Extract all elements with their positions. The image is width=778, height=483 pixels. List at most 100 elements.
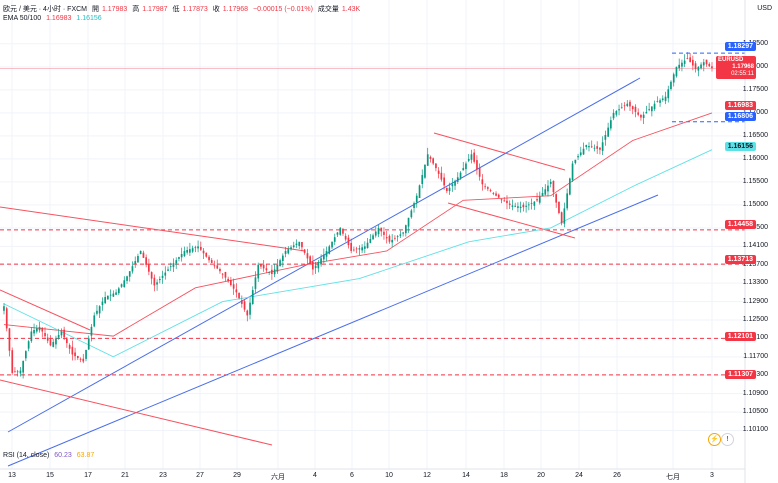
x-tick-label: 18 <box>500 472 508 479</box>
candle-body <box>150 272 153 279</box>
candle-body <box>653 103 656 110</box>
open-value: 1.17983 <box>101 6 128 13</box>
y-tick-label: 1.11700 <box>743 352 768 360</box>
candle-body <box>610 120 612 129</box>
trend-line <box>0 206 306 252</box>
lightning-icon[interactable]: ⚡ <box>708 433 721 446</box>
candle-body <box>276 264 279 272</box>
candle-body <box>590 146 593 148</box>
candle-body <box>555 194 557 203</box>
candle-body <box>686 58 689 59</box>
candle-body <box>63 329 65 338</box>
candle-body <box>85 349 87 359</box>
candle-body <box>197 246 199 249</box>
candle-body <box>339 227 342 235</box>
ema50-value: 1.16983 <box>46 15 72 22</box>
candle-body <box>186 250 188 253</box>
candle-body <box>66 338 68 344</box>
candle-body <box>579 152 582 156</box>
x-tick-label: 3 <box>710 472 714 479</box>
candle-body <box>82 358 85 362</box>
candle-body <box>569 178 571 195</box>
candle-body <box>528 204 530 206</box>
candle-body <box>249 302 251 315</box>
candle-body <box>651 106 653 112</box>
ohlc-header: 欧元 / 美元 · 4小时 · FXCM 開 1.17983 高 1.17987 低… <box>3 4 363 14</box>
candle-body <box>137 256 139 263</box>
candle-body <box>344 235 347 240</box>
candle-body <box>645 111 648 114</box>
candle-body <box>495 193 497 196</box>
candle-body <box>689 57 691 63</box>
candle-body <box>331 241 333 248</box>
candle-body <box>320 258 322 265</box>
x-tick-label: 七月 <box>666 474 680 481</box>
candle-body <box>183 251 186 256</box>
candle-body <box>538 196 541 203</box>
candle-body <box>167 269 169 271</box>
candle-body <box>202 250 205 254</box>
candle-body <box>599 147 601 150</box>
candle-body <box>402 232 404 234</box>
candle-body <box>446 188 448 192</box>
trend-drawings <box>0 77 659 467</box>
candle-body <box>55 338 57 345</box>
candle-body <box>292 245 295 248</box>
candle-body <box>60 331 63 336</box>
trend-line <box>0 379 273 446</box>
candle-body <box>467 158 470 161</box>
candle-body <box>5 308 8 329</box>
candle-body <box>648 109 650 111</box>
candle-body <box>159 279 161 281</box>
candle-body <box>560 212 563 224</box>
candle-body <box>593 147 596 149</box>
candle-body <box>421 175 424 184</box>
time-axis[interactable]: 13 15 17 21 23 27 29 六月 4 6 10 12 14 18 20 24 26 七月 3 <box>0 470 745 483</box>
candle-body <box>19 370 22 374</box>
candle-body <box>514 205 516 207</box>
candlesticks <box>3 52 713 379</box>
candle-body <box>361 247 363 251</box>
candle-body <box>221 273 224 275</box>
candle-body <box>254 277 257 289</box>
candle-body <box>273 269 276 275</box>
candle-body <box>558 201 560 213</box>
candle-body <box>262 264 265 269</box>
candle-body <box>612 112 615 119</box>
candle-body <box>418 185 421 198</box>
candle-body <box>224 272 227 278</box>
candle-body <box>391 239 393 243</box>
candle-body <box>128 271 131 277</box>
candle-body <box>309 256 311 264</box>
candle-body <box>153 277 156 286</box>
candle-body <box>396 236 399 237</box>
ema100-line <box>3 149 713 358</box>
candle-body <box>410 210 413 218</box>
candle-body <box>656 101 659 102</box>
candle-body <box>104 297 106 304</box>
candle-body <box>374 231 377 236</box>
candle-body <box>711 66 713 69</box>
candle-body <box>191 248 194 252</box>
y-tick-label: 1.17500 <box>742 85 768 93</box>
candle-body <box>448 187 451 192</box>
candle-body <box>661 98 664 100</box>
candle-body <box>358 248 361 250</box>
alert-icon[interactable]: ! <box>721 433 734 446</box>
candle-body <box>582 148 585 155</box>
candle-body <box>424 164 426 178</box>
candle-body <box>200 246 202 250</box>
candle-body <box>407 217 410 227</box>
badge-support2: 1.13713 <box>724 255 756 264</box>
candle-body <box>678 64 680 69</box>
badge-ema100: 1.16156 <box>724 142 756 151</box>
candle-body <box>38 326 41 331</box>
candle-body <box>142 252 145 258</box>
candle-body <box>664 96 667 101</box>
candle-body <box>96 310 98 314</box>
candle-body <box>394 237 396 239</box>
candle-body <box>139 251 142 254</box>
candle-body <box>481 179 484 185</box>
ema100-value: 1.16156 <box>76 15 102 22</box>
